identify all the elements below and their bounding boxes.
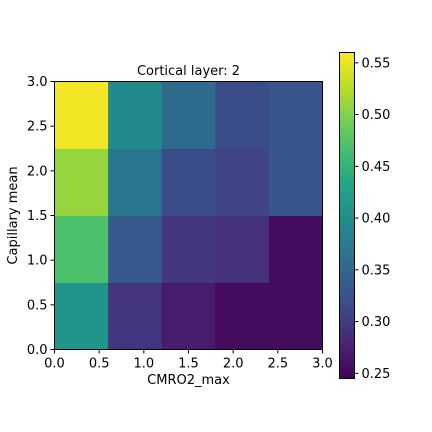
colorbar-tick-label: 0.25: [362, 367, 391, 382]
y-tick-label: 1.5: [27, 209, 48, 224]
heatmap-cell: [268, 215, 323, 283]
x-tick-label: 2.0: [223, 357, 244, 372]
chart-title: Cortical layer: 2: [137, 64, 240, 79]
heatmap-cell: [161, 215, 216, 283]
y-axis-ticks: 0.0 0.5 1.0 1.5 2.0 2.5 3.0: [27, 75, 55, 358]
x-tick-label: 0.0: [44, 357, 65, 372]
colorbar: [339, 52, 355, 379]
heatmap-cell: [108, 215, 163, 283]
x-tick-label: 3.0: [312, 357, 333, 372]
x-axis-ticks: 0.0 0.5 1.0 1.5 2.0 2.5 3.0: [44, 349, 333, 372]
colorbar-tick-label: 0.45: [362, 160, 391, 175]
y-tick-label: 2.5: [27, 120, 48, 135]
colorbar-tick-label: 0.50: [362, 108, 391, 123]
y-tick-label: 0.0: [27, 343, 48, 358]
heatmap-cell: [268, 148, 323, 216]
heatmap-cell: [108, 148, 163, 216]
heatmap-cell: [108, 282, 163, 350]
heatmap-cell: [54, 215, 109, 283]
y-tick-label: 3.0: [27, 75, 48, 90]
y-tick-label: 2.0: [27, 164, 48, 179]
heatmap-cell: [161, 148, 216, 216]
y-tick-label: 1.0: [27, 254, 48, 269]
x-tick-label: 1.0: [133, 357, 154, 372]
heatmap-cells: [54, 81, 323, 350]
heatmap-cell: [215, 215, 270, 283]
x-tick-label: 2.5: [267, 357, 288, 372]
heatmap-cell: [54, 81, 109, 149]
heatmap-cell: [161, 282, 216, 350]
colorbar-tick-label: 0.55: [362, 56, 391, 71]
x-tick-label: 1.5: [178, 357, 199, 372]
x-tick-label: 0.5: [89, 357, 110, 372]
heatmap-cell: [268, 81, 323, 149]
y-tick-label: 0.5: [27, 298, 48, 313]
heatmap-cell: [268, 282, 323, 350]
colorbar-ticks: 0.25 0.30 0.35 0.40 0.45 0.50 0.55: [354, 56, 391, 382]
colorbar-tick-label: 0.40: [362, 212, 391, 227]
x-axis-label: CMRO2_max: [147, 373, 230, 388]
heatmap-cell: [108, 81, 163, 149]
colorbar-tick-label: 0.35: [362, 263, 391, 278]
y-axis-label: Capillary mean: [6, 166, 21, 264]
heatmap-cell: [215, 81, 270, 149]
heatmap-cell: [215, 148, 270, 216]
colorbar-tick-label: 0.30: [362, 315, 391, 330]
heatmap-cell: [215, 282, 270, 350]
heatmap-cell: [161, 81, 216, 149]
heatmap-cell: [54, 282, 109, 350]
heatmap-cell: [54, 148, 109, 216]
